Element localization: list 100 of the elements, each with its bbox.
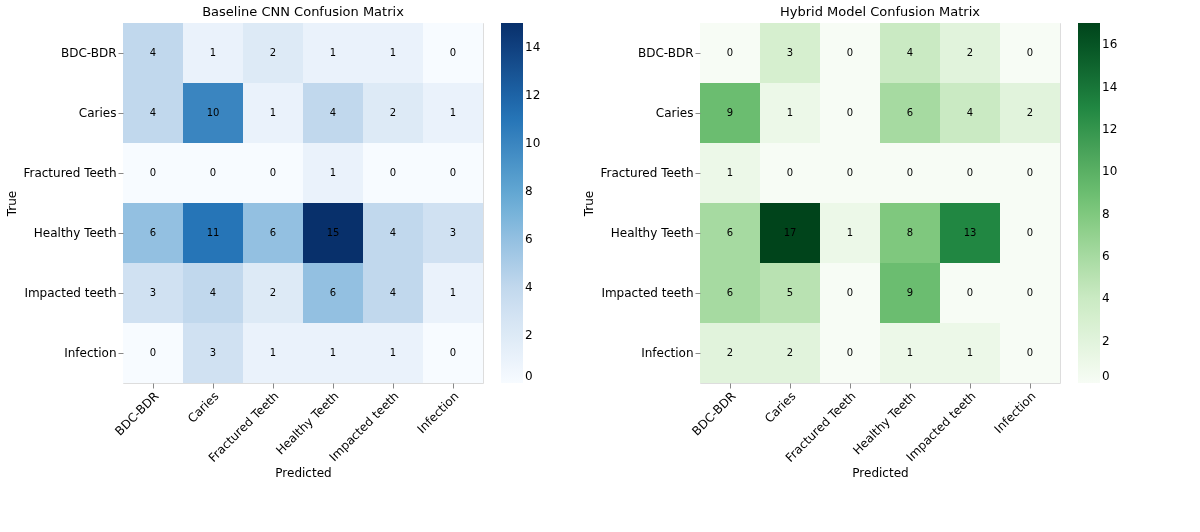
data-label: 1 xyxy=(329,47,337,58)
data-label: 1 xyxy=(329,347,337,358)
x-axis-title: Predicted xyxy=(852,466,909,481)
y-axis-title: True xyxy=(582,190,597,218)
color-bar-label: 0 xyxy=(1102,369,1110,383)
data-label: 9 xyxy=(906,287,914,298)
data-label: 0 xyxy=(846,107,854,118)
y-tick-label: Caries xyxy=(78,106,117,120)
data-label: 0 xyxy=(1026,47,1034,58)
data-label: 4 xyxy=(389,287,397,298)
color-bar-label: 10 xyxy=(1102,164,1118,179)
color-bar-label: 14 xyxy=(1102,79,1118,94)
data-label: 4 xyxy=(966,107,974,118)
data-label: 2 xyxy=(786,347,794,358)
data-label: 1 xyxy=(329,167,337,178)
data-label: 17 xyxy=(783,227,797,238)
data-label: 2 xyxy=(966,47,974,58)
y-tick-label: Fractured Teeth xyxy=(600,166,694,180)
data-label: 3 xyxy=(786,47,794,58)
data-label: 0 xyxy=(726,47,734,58)
data-label: 9 xyxy=(726,107,734,118)
data-label: 0 xyxy=(209,167,217,178)
data-label: 1 xyxy=(209,47,217,58)
data-label: 6 xyxy=(726,287,734,298)
data-label: 10 xyxy=(206,107,220,118)
y-tick-label: Infection xyxy=(641,346,694,360)
data-label: 2 xyxy=(269,287,277,298)
color-bar-label: 4 xyxy=(525,280,533,294)
y-tick-label: Healthy Teeth xyxy=(610,226,694,240)
data-label: 1 xyxy=(846,227,854,238)
data-label: 11 xyxy=(206,227,220,238)
data-label: 6 xyxy=(906,107,914,118)
data-label: 13 xyxy=(963,227,977,238)
data-label: 1 xyxy=(726,167,734,178)
chart-title: Baseline CNN Confusion Matrix xyxy=(202,4,405,19)
data-label: 6 xyxy=(726,227,734,238)
x-axis-title: Predicted xyxy=(275,466,332,481)
data-label: 1 xyxy=(966,347,974,358)
data-label: 0 xyxy=(449,347,457,358)
data-label: 3 xyxy=(209,347,217,358)
data-label: 15 xyxy=(326,227,340,238)
data-label: 2 xyxy=(269,47,277,58)
data-label: 5 xyxy=(786,287,794,298)
data-label: 8 xyxy=(906,227,914,238)
color-bar-label: 2 xyxy=(1102,333,1110,348)
data-label: 0 xyxy=(1026,167,1034,178)
color-bar-label: 12 xyxy=(1102,121,1118,136)
data-label: 0 xyxy=(906,167,914,178)
color-bar-label: 8 xyxy=(1102,206,1110,221)
data-label: 1 xyxy=(786,107,794,118)
data-label: 6 xyxy=(149,227,157,238)
data-label: 3 xyxy=(149,287,157,298)
color-bar-label: 8 xyxy=(525,184,533,198)
y-tick-label: Healthy Teeth xyxy=(33,226,117,240)
data-label: 0 xyxy=(846,347,854,358)
data-label: 0 xyxy=(1026,227,1034,238)
y-tick-label: Caries xyxy=(655,106,694,120)
data-label: 6 xyxy=(269,227,277,238)
y-tick-label: Impacted teeth xyxy=(24,286,117,300)
y-tick-label: Fractured Teeth xyxy=(23,166,117,180)
data-label: 0 xyxy=(149,167,157,178)
data-label: 1 xyxy=(269,107,277,118)
data-label: 4 xyxy=(389,227,397,238)
color-bar-label: 6 xyxy=(1102,248,1110,263)
y-tick-label: BDC-BDR xyxy=(60,46,117,60)
data-label: 0 xyxy=(786,167,794,178)
data-label: 2 xyxy=(389,107,397,118)
data-label: 1 xyxy=(449,107,457,118)
data-label: 0 xyxy=(846,167,854,178)
data-label: 4 xyxy=(149,107,157,118)
color-bar-label: 4 xyxy=(1102,291,1110,306)
data-label: 0 xyxy=(449,167,457,178)
data-label: 4 xyxy=(149,47,157,58)
y-tick-label: BDC-BDR xyxy=(637,46,694,60)
color-bar-label: 10 xyxy=(525,136,541,150)
color-bar-label: 0 xyxy=(525,369,533,383)
data-label: 0 xyxy=(389,167,397,178)
color-bar-label: 16 xyxy=(1102,37,1118,52)
data-label: 1 xyxy=(389,47,397,58)
data-label: 0 xyxy=(1026,347,1034,358)
data-label: 0 xyxy=(966,167,974,178)
color-bar-label: 2 xyxy=(525,328,533,342)
data-label: 4 xyxy=(329,107,337,118)
data-label: 1 xyxy=(389,347,397,358)
data-label: 4 xyxy=(906,47,914,58)
data-label: 3 xyxy=(449,227,457,238)
y-tick-label: Impacted teeth xyxy=(601,286,694,300)
data-label: 0 xyxy=(846,287,854,298)
color-bar-label: 12 xyxy=(525,88,541,102)
data-label: 0 xyxy=(449,47,457,58)
y-axis-title: True xyxy=(5,190,20,218)
data-label: 1 xyxy=(269,347,277,358)
data-label: 0 xyxy=(966,287,974,298)
data-label: 4 xyxy=(209,287,217,298)
data-label: 0 xyxy=(846,47,854,58)
data-label: 1 xyxy=(906,347,914,358)
data-label: 6 xyxy=(329,287,337,298)
data-label: 2 xyxy=(726,347,734,358)
data-label: 0 xyxy=(1026,287,1034,298)
color-bar-label: 6 xyxy=(525,232,533,246)
